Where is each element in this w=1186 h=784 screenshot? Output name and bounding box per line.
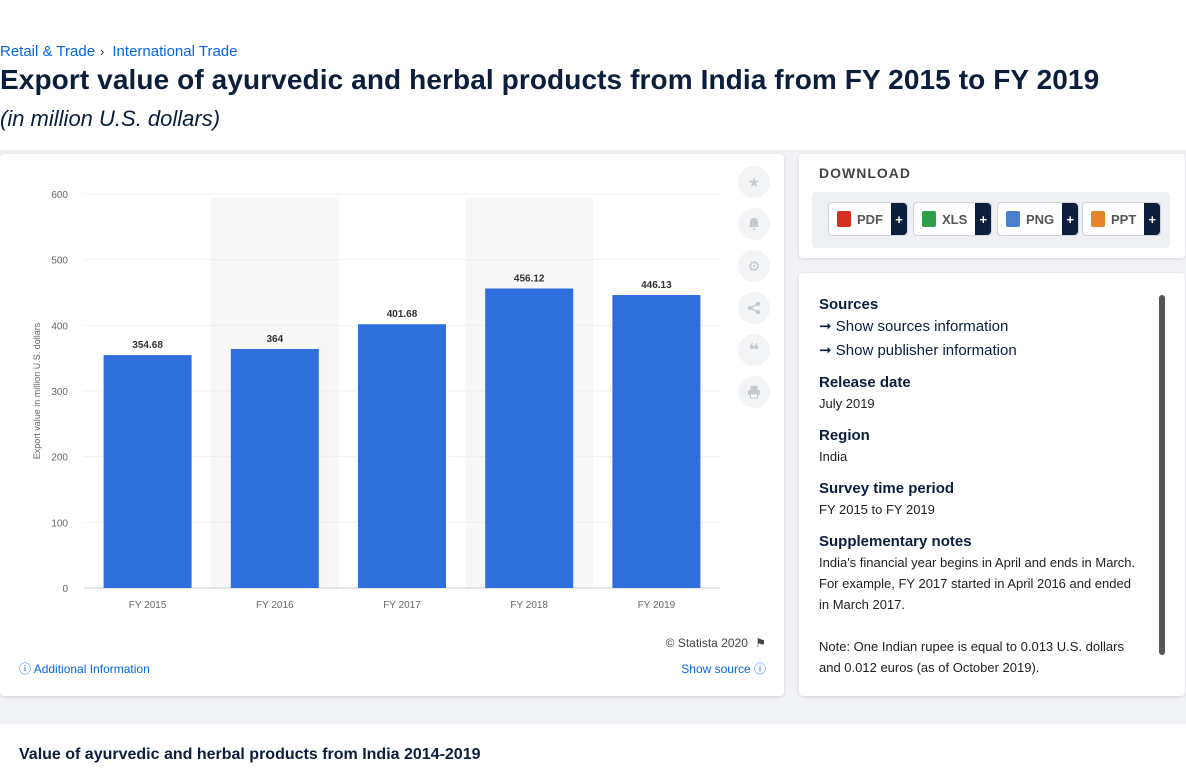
download-title: DOWNLOAD	[819, 165, 911, 181]
star-icon[interactable]: ★	[738, 166, 770, 198]
page-subtitle: (in million U.S. dollars)	[0, 106, 221, 131]
y-tick-label: 300	[51, 387, 68, 398]
additional-info-label: Additional Information	[33, 662, 150, 676]
additional-info-link[interactable]: ⓘ Additional Information	[19, 660, 150, 677]
supplementary-notes-heading: Supplementary notes	[819, 533, 972, 550]
y-tick-label: 0	[62, 584, 68, 595]
region-value: India	[819, 449, 848, 464]
bar-fy-2015	[103, 355, 192, 588]
show-source-label: Show source	[681, 662, 751, 676]
share-icon[interactable]	[738, 292, 770, 324]
related-statistic-card: Value of ayurvedic and herbal products f…	[0, 724, 1186, 784]
show-publisher-label: Show publisher information	[835, 342, 1017, 359]
x-tick-label: FY 2017	[383, 600, 421, 611]
flag-icon[interactable]: ⚑	[755, 636, 766, 650]
download-ppt-button[interactable]: PPT +	[1082, 202, 1162, 236]
data-label: 364	[266, 334, 283, 345]
plus-icon: +	[891, 203, 907, 235]
data-label: 456.12	[514, 273, 545, 284]
breadcrumb-retail-trade[interactable]: Retail & Trade	[0, 43, 96, 60]
arrow-right-icon: ➞	[819, 318, 836, 335]
bar-chart: 0 100 200 300 400 500 600 Export value in milli…	[32, 190, 720, 611]
show-publisher-link[interactable]: ➞ Show publisher information	[819, 339, 1139, 363]
download-card: DOWNLOAD PDF + XLS + PNG + PPT +	[799, 154, 1185, 258]
download-png-label: PNG	[1026, 211, 1055, 227]
show-source-link[interactable]: Show source ⓘ	[681, 660, 766, 677]
info-icon: ⓘ	[19, 662, 32, 676]
breadcrumb-separator: ›	[100, 44, 105, 59]
y-tick-label: 200	[51, 453, 68, 464]
info-content: Sources ➞ Show sources information ➞ Sho…	[819, 295, 1139, 678]
info-scrollbar[interactable]	[1159, 295, 1165, 655]
region-heading: Region	[819, 427, 870, 444]
x-tick-label: FY 2016	[256, 600, 294, 611]
survey-period-heading: Survey time period	[819, 480, 955, 497]
info-icon: ⓘ	[753, 662, 766, 676]
download-xls-label: XLS	[942, 211, 968, 227]
header-area: Retail & Trade › International Trade Expor…	[0, 0, 1186, 150]
download-png-button[interactable]: PNG +	[997, 202, 1080, 236]
download-ppt-label: PPT	[1111, 211, 1137, 227]
y-tick-label: 600	[51, 190, 68, 201]
bar-fy-2018	[485, 288, 574, 588]
release-date-heading: Release date	[819, 374, 911, 391]
related-statistic-title[interactable]: Value of ayurvedic and herbal products f…	[19, 746, 481, 763]
download-pdf-button[interactable]: PDF +	[828, 202, 908, 236]
data-label: 401.68	[387, 309, 418, 320]
sources-heading: Sources	[819, 296, 879, 313]
quote-icon[interactable]: ❝	[738, 334, 770, 366]
download-buttons: PDF + XLS + PNG + PPT +	[812, 192, 1170, 248]
release-date-value: July 2019	[819, 396, 875, 411]
download-xls-button[interactable]: XLS +	[913, 202, 993, 236]
print-icon[interactable]	[738, 376, 770, 408]
breadcrumb: Retail & Trade › International Trade	[0, 43, 237, 60]
copyright-text: © Statista 2020	[665, 636, 748, 650]
x-tick-label: FY 2015	[129, 600, 167, 611]
xls-file-icon	[922, 211, 936, 227]
x-tick-label: FY 2019	[638, 600, 676, 611]
bar-fy-2019	[612, 295, 701, 588]
survey-period-value: FY 2015 to FY 2019	[819, 502, 935, 517]
arrow-right-icon: ➞	[819, 342, 836, 359]
bar-fy-2017	[358, 324, 446, 588]
x-tick-label: FY 2018	[510, 600, 548, 611]
y-tick-label: 500	[51, 256, 68, 267]
y-tick-label: 400	[51, 321, 68, 332]
ppt-file-icon	[1091, 211, 1105, 227]
breadcrumb-international-trade[interactable]: International Trade	[112, 43, 238, 60]
pdf-file-icon	[837, 211, 851, 227]
chart-card: 0 100 200 300 400 500 600 Export value in milli…	[0, 154, 784, 696]
png-file-icon	[1006, 211, 1020, 227]
data-label: 446.13	[641, 280, 672, 291]
show-sources-link[interactable]: ➞ Show sources information	[819, 315, 1139, 339]
plus-icon: +	[1062, 203, 1079, 235]
info-panel: Sources ➞ Show sources information ➞ Sho…	[799, 273, 1185, 696]
copyright-notice: © Statista 2020 ⚑	[666, 636, 766, 650]
gear-icon[interactable]: ⚙	[738, 250, 770, 282]
download-pdf-label: PDF	[857, 211, 883, 227]
currency-note-text: Note: One Indian rupee is equal to 0.013…	[819, 639, 1124, 675]
data-label: 354.68	[132, 340, 163, 351]
plus-icon: +	[975, 203, 992, 235]
y-axis-label: Export value in million U.S. dollars	[32, 322, 42, 459]
bar-fy-2016	[230, 348, 319, 588]
plus-icon: +	[1144, 203, 1161, 235]
bell-icon[interactable]	[738, 208, 770, 240]
y-tick-label: 100	[51, 518, 68, 529]
chart-toolbar: ★ ⚙ ❝	[738, 166, 772, 418]
show-sources-label: Show sources information	[835, 318, 1009, 335]
supplementary-notes-text: India's financial year begins in April a…	[819, 555, 1136, 612]
page-title: Export value of ayurvedic and herbal pro…	[0, 64, 1100, 95]
